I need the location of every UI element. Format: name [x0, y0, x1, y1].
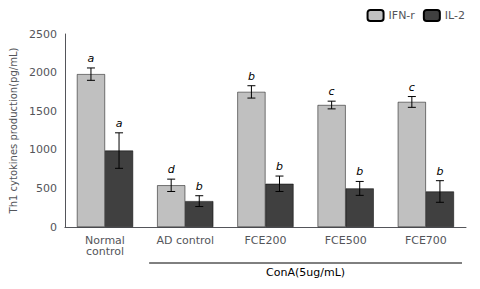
svg-text:2000: 2000: [29, 66, 57, 79]
svg-text:b: b: [436, 165, 443, 178]
svg-text:AD control: AD control: [156, 234, 214, 247]
svg-text:control: control: [86, 245, 124, 258]
svg-text:500: 500: [36, 182, 57, 195]
svg-text:b: b: [356, 165, 363, 178]
svg-text:ConA(5ug/mL): ConA(5ug/mL): [266, 266, 345, 279]
svg-text:c: c: [329, 85, 335, 98]
svg-text:Th1 cytokines production(pg/mL: Th1 cytokines production(pg/mL): [8, 48, 19, 215]
svg-text:d: d: [168, 163, 176, 176]
svg-text:a: a: [116, 117, 123, 130]
svg-text:b: b: [276, 160, 283, 173]
svg-text:FCE500: FCE500: [325, 234, 367, 247]
svg-text:1500: 1500: [29, 105, 57, 118]
svg-text:FCE700: FCE700: [405, 234, 447, 247]
svg-text:FCE200: FCE200: [244, 234, 286, 247]
svg-text:IL-2: IL-2: [445, 9, 465, 22]
svg-text:0: 0: [50, 221, 57, 234]
svg-text:c: c: [409, 81, 415, 94]
svg-text:IFN-r: IFN-r: [389, 9, 416, 22]
svg-text:a: a: [88, 52, 95, 65]
svg-text:b: b: [248, 70, 255, 83]
svg-text:b: b: [196, 180, 203, 193]
svg-text:1000: 1000: [29, 143, 57, 156]
svg-text:Normal: Normal: [85, 234, 125, 247]
svg-text:2500: 2500: [29, 28, 57, 41]
